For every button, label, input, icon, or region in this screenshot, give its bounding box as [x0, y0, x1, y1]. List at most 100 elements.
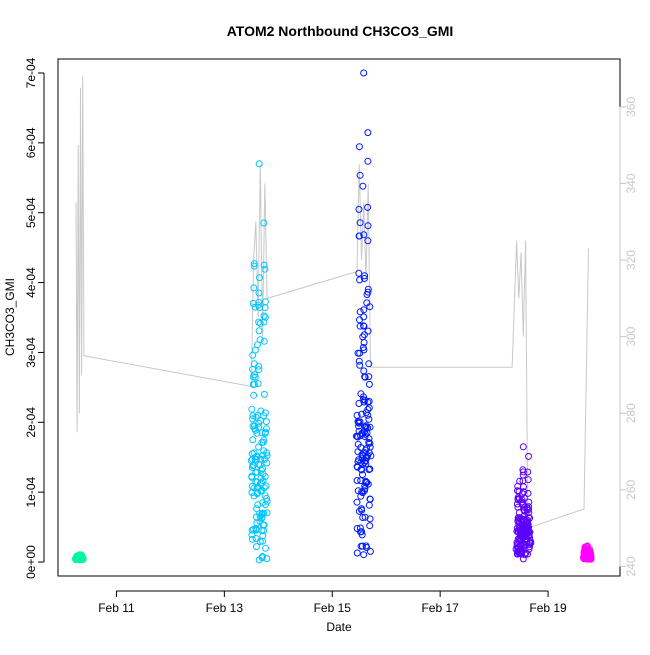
- data-point: [525, 509, 533, 517]
- x-tick-label: Feb 11: [98, 601, 135, 615]
- data-point: [521, 504, 529, 512]
- data-point: [520, 488, 528, 496]
- data-point: [363, 544, 371, 551]
- flight-3-points: [352, 69, 375, 559]
- data-point: [525, 498, 533, 506]
- data-point: [524, 489, 532, 497]
- flight-4-points: [512, 443, 535, 563]
- chart-title: ATOM2 Northbound CH3CO3_GMI: [227, 23, 454, 39]
- y2-tick-label: 280: [624, 403, 638, 423]
- y2-tick-label: 300: [624, 326, 638, 346]
- x-tick-label: Feb 13: [206, 601, 244, 615]
- data-point: [365, 373, 373, 381]
- y2-tick-label: 320: [624, 250, 638, 270]
- data-point: [356, 524, 364, 532]
- data-point: [261, 473, 269, 481]
- y-tick-label: 0e+00: [24, 545, 38, 579]
- data-point: [366, 515, 374, 523]
- data-point: [525, 506, 532, 514]
- data-point: [356, 219, 364, 227]
- data-point: [360, 551, 368, 559]
- data-point: [248, 405, 256, 413]
- data-point: [524, 520, 532, 528]
- data-point: [519, 443, 527, 451]
- data-point: [360, 306, 368, 314]
- data-point: [526, 534, 534, 542]
- data-point: [255, 362, 263, 370]
- data-point: [524, 476, 532, 484]
- data-point: [253, 543, 260, 551]
- data-point: [254, 380, 262, 387]
- secondary-line: [75, 76, 589, 529]
- data-point: [356, 308, 364, 316]
- data-point: [521, 551, 529, 559]
- data-point: [258, 513, 266, 521]
- data-point: [356, 418, 364, 426]
- data-point: [527, 539, 535, 547]
- data-point: [366, 423, 374, 431]
- data-point: [365, 380, 373, 388]
- data-point: [254, 301, 262, 309]
- data-point: [362, 422, 370, 430]
- data-point: [354, 448, 362, 456]
- data-point: [361, 272, 369, 280]
- data-point: [356, 276, 364, 284]
- data-point: [360, 393, 367, 401]
- data-point: [364, 285, 372, 293]
- data-point: [365, 360, 373, 368]
- data-point: [525, 523, 533, 531]
- data-point: [364, 237, 372, 245]
- data-point: [359, 514, 367, 521]
- data-point: [583, 542, 591, 550]
- data-point: [367, 452, 375, 460]
- data-point: [364, 203, 372, 211]
- data-point: [365, 439, 373, 446]
- data-point: [259, 537, 266, 545]
- x-tick-label: Feb 17: [421, 601, 459, 615]
- data-point: [259, 451, 267, 459]
- data-point: [255, 160, 263, 168]
- data-point: [524, 468, 532, 476]
- data-point: [356, 316, 363, 324]
- data-point: [356, 349, 364, 357]
- data-point: [365, 415, 373, 423]
- data-point: [365, 435, 373, 443]
- data-point: [259, 477, 267, 485]
- flight-2-points: [247, 160, 271, 564]
- data-point: [519, 555, 527, 563]
- data-point: [514, 496, 522, 504]
- data-point: [255, 289, 263, 297]
- data-point: [362, 479, 370, 486]
- data-point: [525, 452, 532, 460]
- data-point: [360, 313, 368, 321]
- data-point: [261, 455, 269, 463]
- data-point: [250, 262, 258, 270]
- y-tick-label: 1e-04: [24, 476, 38, 507]
- x-tick-label: Feb 15: [314, 601, 352, 615]
- data-point: [255, 327, 263, 335]
- data-point: [252, 413, 260, 421]
- data-point: [365, 404, 373, 412]
- data-point: [361, 430, 369, 438]
- data-point: [255, 423, 263, 431]
- y2-tick-label: 260: [624, 480, 638, 500]
- data-point: [361, 482, 369, 490]
- data-point: [355, 205, 363, 213]
- y-tick-label: 4e-04: [24, 267, 38, 298]
- data-point: [353, 477, 361, 484]
- data-point: [355, 143, 363, 151]
- data-point: [262, 425, 270, 433]
- y-tick-label: 2e-04: [24, 407, 38, 438]
- data-point: [261, 265, 269, 273]
- data-point: [260, 219, 268, 227]
- data-point: [263, 452, 271, 460]
- data-point: [255, 318, 263, 326]
- data-point: [366, 547, 374, 555]
- data-point: [247, 457, 255, 465]
- data-point: [524, 550, 531, 558]
- data-point: [250, 284, 258, 292]
- data-point: [250, 260, 258, 268]
- data-point: [364, 157, 372, 165]
- data-point: [256, 274, 263, 282]
